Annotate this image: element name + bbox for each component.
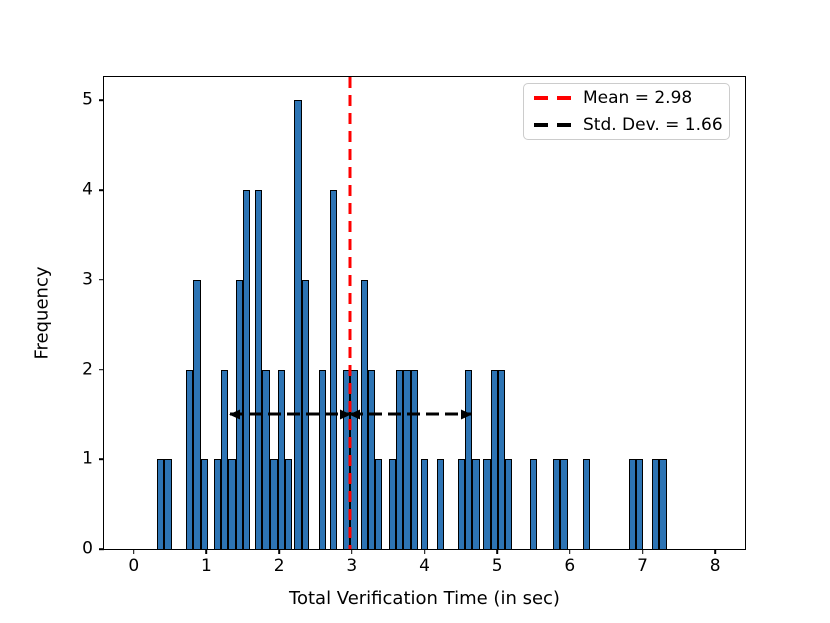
legend: Mean = 2.98 Std. Dev. = 1.66 — [523, 83, 730, 140]
x-tick-mark — [714, 549, 716, 554]
y-axis-label: Frequency — [31, 266, 53, 360]
x-tick-mark — [569, 549, 571, 554]
x-tick-mark — [351, 549, 353, 554]
histogram-bar — [330, 190, 338, 549]
histogram-bar — [255, 190, 263, 549]
y-tick-label: 2 — [82, 359, 93, 380]
histogram-bar — [396, 369, 404, 549]
mean-dashed-line-icon — [534, 96, 571, 100]
histogram-bar — [157, 459, 165, 549]
histogram-bar — [651, 459, 660, 549]
histogram-bar — [465, 369, 473, 549]
x-tick-label: 4 — [419, 556, 430, 576]
y-tick-mark — [99, 99, 104, 102]
plot-area: 0 1 2 3 4 5 6 7 8 0 1 2 3 4 5 — [82, 76, 746, 575]
x-tick-label: 3 — [346, 556, 358, 576]
x-tick-label: 2 — [273, 556, 285, 576]
y-tick-mark — [99, 368, 104, 371]
histogram-bar — [659, 459, 667, 549]
histogram-bar — [186, 369, 194, 549]
histogram-bar — [497, 369, 506, 549]
x-tick-label: 8 — [709, 556, 721, 576]
legend-label-mean: Mean = 2.98 — [583, 87, 693, 108]
histogram-bar — [472, 459, 480, 549]
histogram-bar — [420, 459, 429, 549]
arrow-head-left — [349, 409, 361, 420]
histogram-bar — [560, 459, 568, 549]
y-tick-mark — [99, 548, 104, 550]
histogram-bar — [284, 459, 293, 549]
y-tick-label: 0 — [82, 538, 93, 559]
x-tick-mark — [205, 549, 208, 554]
y-tick-label: 3 — [82, 269, 93, 290]
x-tick-label: 1 — [201, 556, 212, 576]
legend-row-stddev: Std. Dev. = 1.66 — [534, 115, 723, 135]
x-axis-label: Total Verification Time (in sec) — [289, 588, 560, 609]
histogram-bar — [483, 459, 491, 549]
x-tick-mark — [278, 549, 280, 554]
mean-line — [348, 77, 352, 549]
y-tick-label: 4 — [82, 179, 93, 200]
x-tick-mark — [423, 549, 426, 554]
histogram-bar — [213, 459, 221, 549]
x-tick-label: 0 — [128, 556, 140, 576]
x-tick-label: 6 — [564, 556, 576, 576]
arrow-head-left — [228, 409, 240, 420]
legend-row-mean: Mean = 2.98 — [534, 89, 719, 108]
histogram-bar — [193, 279, 201, 549]
stddev-arrow — [228, 409, 352, 420]
legend-label-stddev: Std. Dev. = 1.66 — [583, 114, 723, 135]
x-tick-mark — [641, 549, 644, 554]
histogram-bar — [436, 459, 445, 549]
histogram-bar — [228, 459, 236, 549]
histogram-bar — [505, 459, 513, 549]
histogram-bar — [367, 369, 376, 549]
x-tick-label: 7 — [637, 556, 648, 576]
histogram-bar — [388, 459, 397, 549]
histogram-bar — [200, 459, 208, 549]
histogram-bar — [164, 459, 172, 549]
y-tick-mark — [99, 458, 104, 461]
histogram-bar — [294, 100, 302, 549]
histogram-bar — [277, 369, 285, 549]
y-tick-label: 5 — [82, 89, 93, 110]
y-tick-mark — [99, 279, 104, 281]
x-tick-mark — [133, 549, 135, 554]
histogram-bar — [319, 369, 327, 549]
x-tick-label: 5 — [491, 556, 503, 576]
histogram-bar — [410, 369, 418, 549]
stddev-arrow — [349, 409, 472, 420]
histogram-bar — [242, 190, 251, 549]
x-tick-mark — [496, 549, 498, 554]
histogram-bar — [403, 369, 411, 549]
histogram-bar — [553, 459, 561, 549]
arrow-head-right — [461, 409, 472, 420]
histogram-bar — [490, 369, 498, 549]
arrow-head-right — [340, 409, 352, 420]
histogram-bar — [628, 459, 636, 549]
histogram-bar — [375, 459, 383, 549]
histogram-bar — [221, 369, 229, 549]
histogram-bar — [262, 369, 270, 549]
histogram-bar — [635, 459, 644, 549]
histogram-bar — [457, 459, 466, 549]
stddev-dashed-line-icon — [534, 123, 571, 127]
y-tick-mark — [99, 189, 104, 191]
y-tick-label: 1 — [82, 448, 93, 469]
histogram-bar — [582, 459, 591, 549]
histogram-bar — [270, 459, 278, 549]
histogram-bar — [529, 459, 538, 549]
